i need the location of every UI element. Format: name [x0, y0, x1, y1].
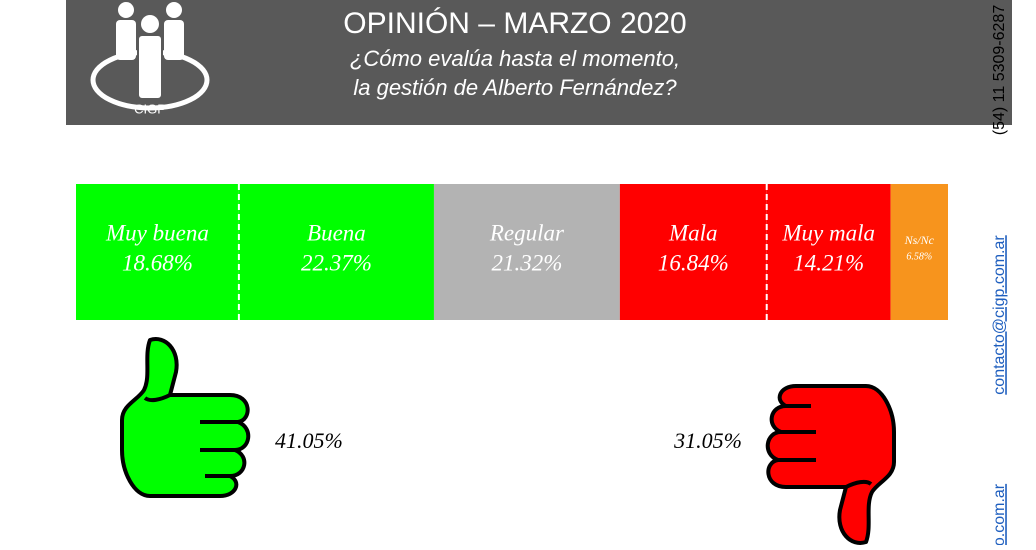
subtitle: la gestión de Alberto Fernández? — [353, 75, 677, 100]
icons — [120, 337, 896, 545]
category-label: Mala — [668, 220, 718, 245]
bar-segment — [76, 184, 239, 320]
total-label: 31.05% — [673, 428, 742, 453]
chart-title: OPINIÓN – MARZO 2020 — [343, 7, 686, 40]
bar-segment — [619, 184, 767, 320]
category-label: Muy buena — [105, 220, 209, 245]
bar-segment — [766, 184, 891, 320]
header-band — [66, 0, 1012, 125]
category-label: Ns/Nc — [904, 233, 935, 247]
total-label: 41.05% — [275, 428, 343, 453]
subtitle: ¿Cómo evalúa hasta el momento, — [350, 46, 680, 71]
bar-segment — [238, 184, 434, 320]
email: contacto@cigp.com.ar — [991, 235, 1008, 395]
value-label: 6.58% — [906, 251, 932, 262]
value-label: 18.68% — [122, 250, 193, 275]
thumb-up — [120, 337, 251, 498]
value-label: 21.32% — [491, 250, 562, 275]
logo-text: CIGP — [134, 101, 166, 116]
value-label: 22.37% — [301, 250, 372, 275]
category-label: Regular — [489, 220, 565, 245]
phone: (54) 11 5309-6287 — [991, 5, 1008, 136]
value-label: 14.21% — [793, 250, 864, 275]
bar-segment — [890, 184, 948, 320]
website: o.com.ar — [991, 483, 1008, 545]
value-label: 16.84% — [658, 250, 729, 275]
category-label: Muy mala — [781, 220, 875, 245]
bar-segment — [433, 184, 620, 320]
logo: CIGP — [90, 2, 210, 116]
category-label: Buena — [307, 220, 366, 245]
thumb-down — [765, 384, 896, 545]
